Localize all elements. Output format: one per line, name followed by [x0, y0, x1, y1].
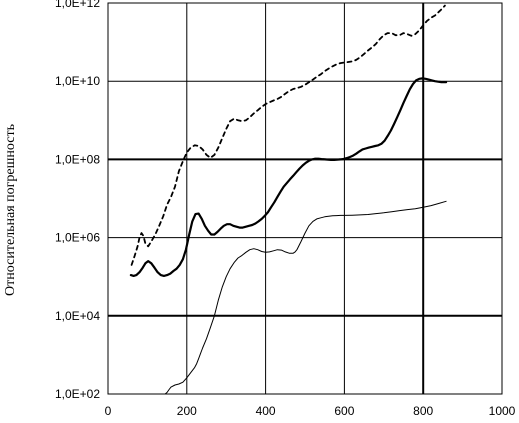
gridlines — [108, 3, 502, 394]
x-tick-label: 1000 — [489, 404, 516, 418]
x-tick-label: 600 — [334, 404, 354, 418]
series-line-thick — [129, 77, 448, 277]
series-line-thin — [162, 200, 447, 395]
plot-frame — [107, 2, 503, 395]
x-tick-label: 200 — [177, 404, 197, 418]
x-tick-label: 400 — [256, 404, 276, 418]
y-tick-label: 1,0E+08 — [55, 152, 100, 166]
plot-background — [108, 3, 502, 394]
x-tick-label: 0 — [105, 404, 112, 418]
series-line-dashed — [130, 4, 446, 266]
series-group — [129, 4, 448, 395]
y-tick-label: 1,0E+10 — [55, 74, 100, 88]
y-tick-label: 1,0E+12 — [55, 0, 100, 10]
x-tick-labels: 0 200 400 600 800 1000 — [105, 404, 516, 418]
y-axis-title: Относительная погрешность — [3, 124, 18, 296]
y-tick-label: 1,0E+06 — [55, 231, 100, 245]
y-tick-label: 1,0E+02 — [55, 387, 100, 401]
y-tick-labels: 1,0E+02 1,0E+04 1,0E+06 1,0E+08 1,0E+10 1,0E+… — [55, 0, 100, 401]
x-tick-label: 800 — [413, 404, 433, 418]
y-tick-label: 1,0E+04 — [55, 309, 100, 323]
